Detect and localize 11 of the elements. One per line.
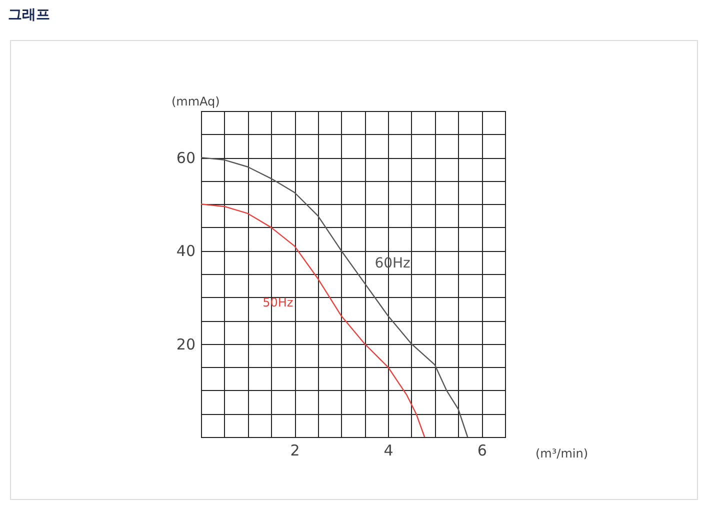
x-tick-label: 2: [290, 442, 300, 460]
y-tick-label: 60: [176, 149, 196, 168]
line-series: [200, 156, 468, 438]
x-tick-label: 6: [477, 442, 487, 460]
y-tick-label: 20: [176, 335, 196, 354]
line-series: [200, 204, 426, 438]
y-axis-title: (mmAq): [172, 94, 220, 108]
x-axis-title: (m³/min): [536, 446, 588, 460]
x-tick-label: 4: [384, 442, 394, 460]
y-tick-label: 40: [176, 242, 196, 260]
text: 그래프: [8, 6, 50, 24]
